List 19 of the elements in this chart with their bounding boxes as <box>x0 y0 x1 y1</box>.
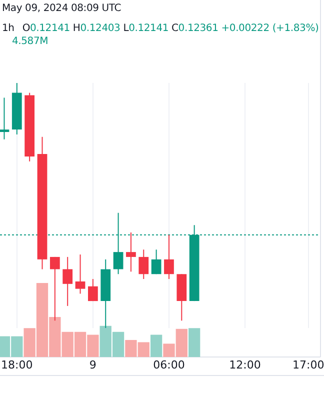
candlestick <box>164 234 174 280</box>
x-tick-label: 9 <box>89 358 96 372</box>
text: 4.587M <box>12 36 48 47</box>
candlestick <box>0 97 10 140</box>
candlestick <box>151 249 162 275</box>
bar <box>188 328 200 357</box>
candlestick <box>138 249 149 280</box>
chart-title: May 09, 2024 08:09 UTC <box>2 3 121 14</box>
bar <box>150 334 162 357</box>
candlestick <box>75 254 86 294</box>
candlestick <box>62 256 73 306</box>
x-tick-label: 06:00 <box>153 358 185 372</box>
x-tick-label: 17:00 <box>292 358 324 372</box>
text: 1h <box>2 23 14 34</box>
x-tick-label: 12:00 <box>229 358 261 372</box>
x-tick-label: 18:00 <box>1 358 33 372</box>
candlestick <box>126 232 136 272</box>
candlestick <box>88 278 98 302</box>
text: O0.12141 H0.12403 L0.12141 C0.12361 +0.00222 (+1.83%) <box>22 23 319 34</box>
